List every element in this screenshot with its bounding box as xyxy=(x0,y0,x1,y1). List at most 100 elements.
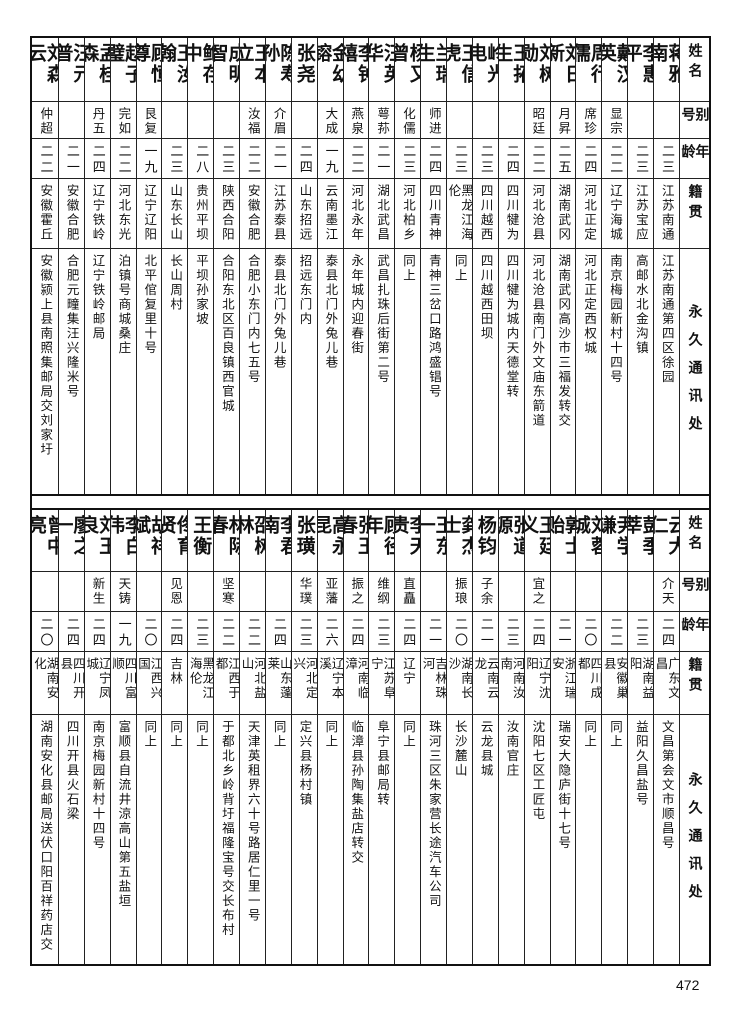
name-cell: 刘森云 xyxy=(32,38,58,102)
address-text: 同上 xyxy=(582,720,598,749)
address-cell: 同上 xyxy=(188,715,213,964)
name-text: 李白伟 xyxy=(110,515,136,557)
alias-cell: 介眉 xyxy=(265,102,291,139)
native-cell: 四川青神 xyxy=(421,179,447,249)
age-text: 二三 xyxy=(296,617,312,649)
age-text: 一九 xyxy=(141,144,157,176)
age-text: 二五 xyxy=(555,144,571,176)
name-text: 刘树勋 xyxy=(524,43,550,85)
person-column: 刘森云 仲超 二二 安徽霍丘 安徽颍上县南照集邮局交刘家圩 xyxy=(32,38,58,494)
table-divider xyxy=(30,494,711,510)
age-cell: 二二 xyxy=(602,612,628,652)
native-text: 云南墨江 xyxy=(323,184,339,242)
person-column: 刘日新 月昇 二五 湖南武冈 湖南武冈高沙市三福发转交 xyxy=(549,38,576,494)
address-text: 四川犍为城内天德堂转 xyxy=(504,254,520,399)
name-text: 顾径年 xyxy=(369,515,395,557)
age-text: 二四 xyxy=(348,617,364,649)
name-text: 鲍存中 xyxy=(188,43,214,85)
person-column: 尹学谦 二二 安徽巢县 同上 xyxy=(601,510,628,964)
age-text: 二三 xyxy=(219,144,235,176)
address-cell: 合肥小东门内七五号 xyxy=(240,249,265,494)
address-cell: 同上 xyxy=(395,249,420,494)
header-address: 永久通讯处 xyxy=(680,715,709,964)
address-text: 同上 xyxy=(193,720,209,749)
address-cell: 湖南安化县邮局送伏口阳百祥药店交 xyxy=(32,715,58,964)
address-cell: 天津英租界六十号路居仁里一号 xyxy=(240,715,265,964)
alias-text: 宜之 xyxy=(530,577,546,606)
age-text: 二二 xyxy=(219,617,235,649)
native-cell: 辽宁海城 xyxy=(602,179,628,249)
alias-cell xyxy=(265,572,291,612)
address-cell: 合阳东北区百良镇西官城 xyxy=(214,249,239,494)
name-cell: 李钟禧 xyxy=(343,38,369,102)
age-cell: 二二 xyxy=(343,139,369,179)
age-text: 二二 xyxy=(529,144,545,176)
age-cell: 二三 xyxy=(369,612,395,652)
name-text: 王信虎 xyxy=(447,43,472,85)
name-text: 胡祥斌 xyxy=(136,515,162,557)
person-column: 岭光电 二三 四川越西 四川越西田坝 xyxy=(471,38,498,494)
alias-cell xyxy=(498,572,524,612)
native-text: 河北定兴 xyxy=(291,657,317,701)
person-column: 李钟禧 燕泉 二二 河北永年 永年城内迎春街 xyxy=(342,38,369,494)
name-text: 岭光电 xyxy=(472,43,498,85)
header-address-label: 永久通讯处 xyxy=(686,772,703,912)
native-text: 江苏泰县 xyxy=(271,184,287,242)
age-text: 二二 xyxy=(37,144,53,176)
native-cell: 吉林 xyxy=(162,652,188,715)
address-text: 汝南官庄 xyxy=(504,720,520,778)
native-cell: 云南墨江 xyxy=(317,179,343,249)
person-column: 金幼镕 大成 一九 云南墨江 泰县北门外兔儿巷 xyxy=(316,38,343,494)
header-name-label: 姓名 xyxy=(686,43,703,83)
native-cell: 四川成都 xyxy=(576,652,602,715)
age-text: 一九 xyxy=(322,144,338,176)
age-cell: 二二 xyxy=(240,612,265,652)
alias-text: 介眉 xyxy=(271,107,287,136)
native-cell: 黑龙江海伦 xyxy=(188,652,214,715)
address-cell: 青神三岔口路鸿盛锠号 xyxy=(421,249,446,494)
name-cell: 刘玉良 xyxy=(84,510,110,572)
age-text: 二四 xyxy=(89,617,105,649)
person-column: 彭季莘 二三 湖南益阳 益阳久昌盐号 xyxy=(627,510,654,964)
address-text: 同上 xyxy=(401,720,416,749)
native-text: 辽宁铁岭 xyxy=(90,184,106,242)
native-cell: 江西于都 xyxy=(214,652,240,715)
name-cell: 曾中亮 xyxy=(32,510,58,572)
native-text: 四川越西 xyxy=(478,184,494,242)
address-text: 合肥元疃集汪兴隆米号 xyxy=(64,254,80,399)
person-column: 李惠平 二三 江苏宝应 高邮水北金沟镇 xyxy=(627,38,654,494)
address-text: 江苏南通第四区徐园 xyxy=(659,254,675,385)
native-text: 四川青神 xyxy=(426,184,442,242)
age-cell: 二三 xyxy=(654,139,679,179)
alias-text: 介天 xyxy=(659,577,675,606)
alias-text: 华璞 xyxy=(297,577,313,606)
age-cell: 二六 xyxy=(317,612,343,652)
age-cell: 二一 xyxy=(369,139,395,179)
address-text: 辽宁铁岭邮局 xyxy=(90,254,106,341)
address-cell: 平坝孙家坡 xyxy=(188,249,213,494)
age-text: 二八 xyxy=(193,144,209,176)
header-name: 姓名 xyxy=(680,510,709,572)
age-cell: 二一 xyxy=(58,139,84,179)
native-cell: 江苏宝应 xyxy=(628,179,654,249)
address-text: 阜宁县邮局转 xyxy=(375,720,391,807)
person-column: 李白伟 天铸 一九 四川富顺 富顺县自流井涼高山第五盐垣 xyxy=(109,510,136,964)
address-text: 泰县北门外兔儿巷 xyxy=(271,254,287,370)
address-cell: 招远东门内 xyxy=(292,249,317,494)
name-text: 刘森云 xyxy=(32,43,58,85)
name-text: 周行儒 xyxy=(576,43,602,85)
name-text: 汪英华 xyxy=(369,43,395,85)
address-text: 四川开县火石梁 xyxy=(64,720,80,822)
native-text: 辽宁凤城 xyxy=(84,657,110,701)
name-cell: 杨钧 xyxy=(472,510,498,572)
native-cell: 安徽霍丘 xyxy=(32,179,58,249)
native-cell: 辽宁辽阳 xyxy=(136,179,162,249)
alias-cell: 天铸 xyxy=(110,572,136,612)
age-text: 二二 xyxy=(244,144,260,176)
address-cell: 定兴县杨村镇 xyxy=(292,715,317,964)
address-cell: 沈阳七区工匠屯 xyxy=(525,715,550,964)
age-text: 二三 xyxy=(374,617,390,649)
name-text: 刘玉良 xyxy=(84,515,110,557)
name-cell: 邵树林 xyxy=(240,510,265,572)
address-text: 青神三岔口路鸿盛锠号 xyxy=(426,254,442,399)
